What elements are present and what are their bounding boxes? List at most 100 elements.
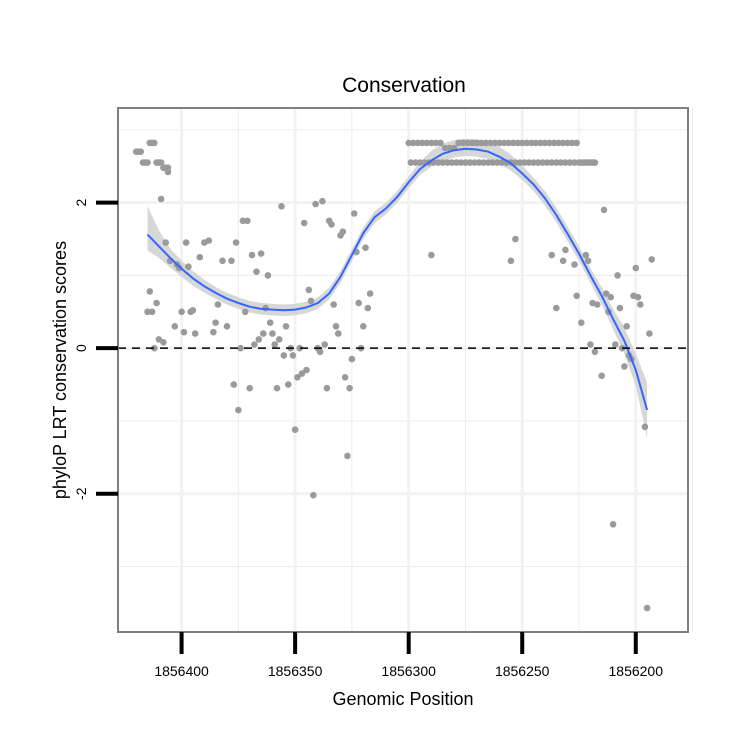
x-axis-title: Genomic Position — [332, 689, 473, 709]
data-point — [307, 297, 315, 305]
data-point — [178, 308, 185, 316]
data-point — [641, 423, 649, 431]
data-point — [584, 257, 592, 265]
data-point — [557, 159, 565, 166]
smooth-line — [146, 147, 649, 411]
data-point — [278, 203, 285, 210]
data-point — [428, 251, 435, 259]
data-point — [409, 139, 417, 147]
data-point — [509, 139, 517, 147]
data-point — [548, 159, 555, 166]
data-point — [298, 370, 306, 377]
data-point — [246, 384, 253, 392]
data-point — [437, 139, 444, 147]
data-point — [493, 159, 501, 166]
data-point — [228, 257, 235, 265]
data-point — [164, 164, 172, 171]
data-point — [573, 139, 580, 147]
y-tick-label: 0 — [73, 344, 89, 352]
data-point — [153, 299, 160, 307]
data-point — [496, 139, 503, 147]
data-point — [291, 426, 299, 434]
data-point — [439, 159, 447, 166]
data-point — [578, 319, 585, 327]
data-point — [593, 301, 601, 308]
data-point — [300, 219, 308, 227]
data-point — [335, 330, 342, 337]
data-point — [564, 139, 571, 147]
data-point — [455, 139, 462, 147]
x-tick-label: 1856250 — [495, 663, 550, 679]
data-point — [205, 237, 213, 244]
data-point — [285, 381, 292, 388]
data-point — [191, 330, 199, 337]
data-point — [269, 330, 276, 337]
data-point — [621, 363, 628, 370]
scatter-points — [132, 139, 655, 612]
data-point — [223, 323, 231, 330]
data-point — [275, 336, 283, 343]
axes: 1856400 1856350 1856300 1856250 1856200 2 0 -2 — [73, 199, 663, 679]
data-point — [339, 228, 347, 235]
data-point — [407, 159, 415, 166]
data-point — [646, 330, 653, 337]
data-point — [512, 159, 519, 166]
data-point — [591, 159, 599, 166]
data-point — [219, 257, 226, 265]
data-point — [137, 148, 144, 155]
data-point — [280, 352, 288, 359]
y-axis-title: phyloP LRT conservation scores — [50, 241, 70, 499]
data-point — [146, 288, 154, 295]
data-point — [566, 159, 574, 166]
data-point — [534, 159, 542, 166]
data-point — [214, 301, 222, 308]
data-point — [253, 268, 260, 276]
data-point — [550, 139, 558, 147]
data-point — [264, 272, 272, 279]
data-point — [248, 251, 256, 259]
data-point — [602, 290, 610, 297]
data-point — [185, 263, 192, 271]
data-point — [360, 323, 367, 330]
x-tick-label: 1856200 — [609, 663, 664, 679]
panel-border — [117, 107, 689, 633]
data-point — [648, 256, 655, 263]
data-point — [321, 341, 329, 348]
x-tick-label: 1856350 — [268, 663, 323, 679]
data-point — [612, 341, 619, 348]
data-point — [328, 221, 335, 228]
data-point — [423, 139, 431, 147]
data-point — [634, 293, 642, 301]
data-point — [362, 244, 369, 251]
data-point — [614, 272, 621, 279]
data-point — [294, 374, 301, 381]
data-point — [471, 159, 478, 166]
data-point — [255, 336, 263, 343]
data-point — [582, 251, 590, 259]
data-point — [251, 341, 258, 348]
data-point — [512, 235, 519, 243]
data-point — [344, 452, 351, 460]
data-point — [346, 384, 353, 392]
data-point — [364, 304, 372, 312]
data-point — [148, 308, 156, 316]
data-point — [416, 159, 424, 166]
data-point — [305, 286, 313, 294]
data-point — [448, 159, 456, 166]
data-point — [196, 253, 204, 261]
data-point — [432, 139, 440, 147]
data-point — [323, 384, 331, 392]
data-point — [235, 406, 242, 414]
data-point — [591, 348, 599, 356]
chart-title: Conservation — [342, 74, 466, 97]
data-point — [355, 299, 363, 307]
data-point — [548, 251, 555, 259]
data-point — [241, 308, 249, 316]
data-point — [271, 341, 279, 348]
data-point — [232, 239, 240, 246]
data-point — [330, 301, 338, 308]
data-point — [144, 308, 151, 316]
x-tick-label: 1856400 — [154, 663, 209, 679]
data-point — [598, 372, 605, 380]
